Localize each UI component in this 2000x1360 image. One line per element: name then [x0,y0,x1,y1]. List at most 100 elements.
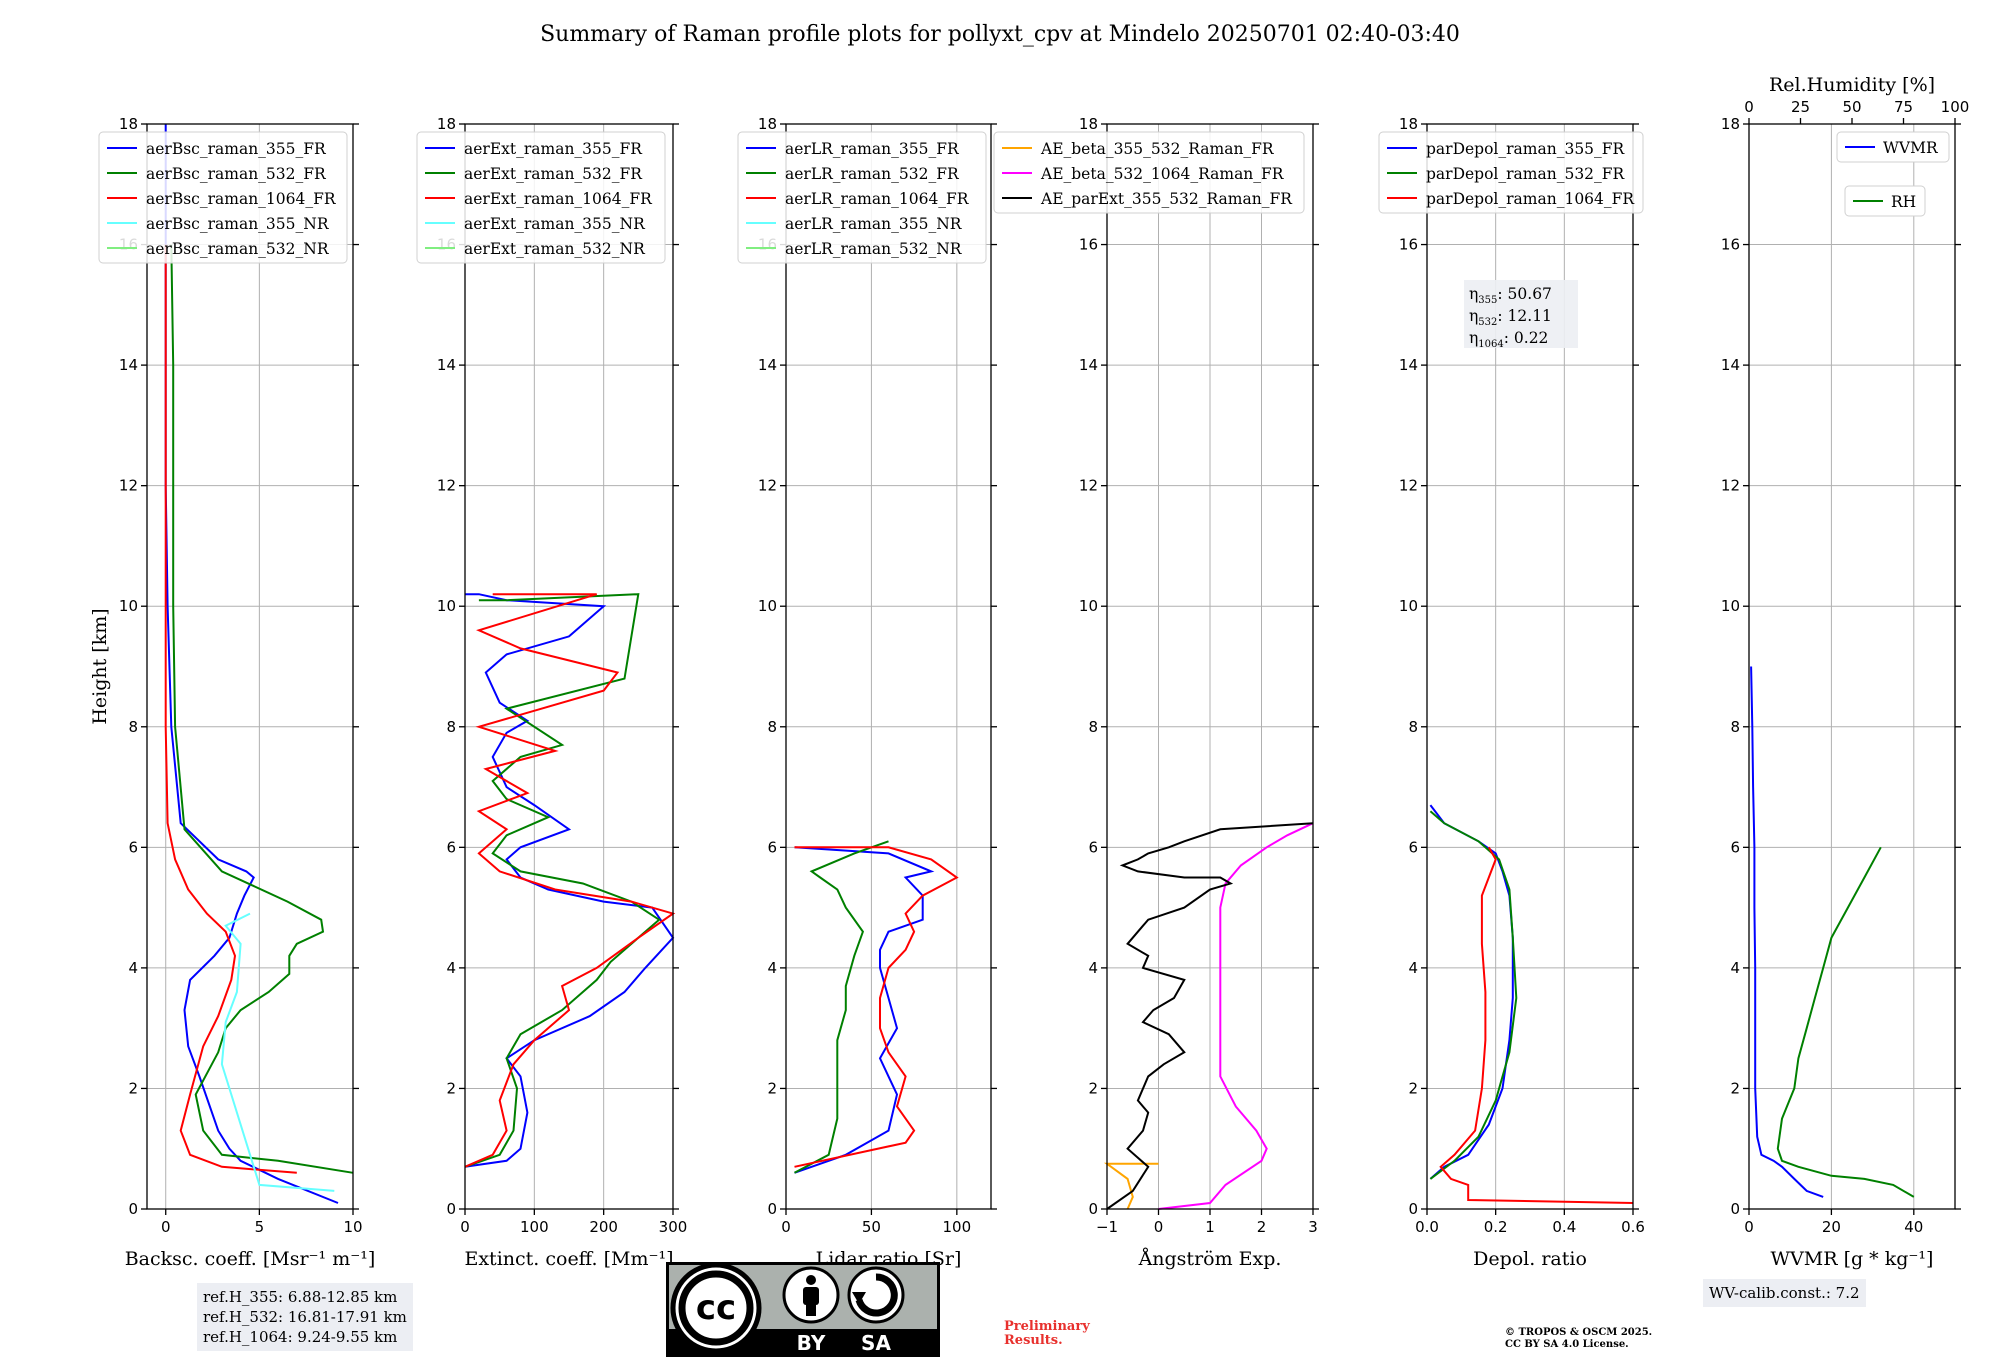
legend-entry: AE_beta_532_1064_Raman_FR [1040,165,1285,183]
y-tick-label: 0 [767,1200,777,1218]
legend-entry: WVMR [1883,139,1939,157]
grid [785,123,991,1210]
series-group [1103,822,1314,1210]
y-tick-label: 2 [1730,1079,1740,1097]
y-tick-label: 14 [1399,356,1418,374]
y-tick-label: 8 [1408,718,1418,736]
series-group [464,593,676,1168]
y-tick-label: 12 [758,477,777,495]
eta-532: η532: 12.11 [1469,307,1552,328]
y-tick-label: 18 [1399,115,1418,133]
panel-backscatter: 0510024681012141618Backsc. coeff. [Msr⁻¹… [98,115,376,1270]
y-tick-label: 4 [128,959,138,977]
x-tick-label: 0 [1154,1218,1164,1236]
panel-depol: 0.0 0.2 0.4 0.6 0 2 4 6 8 10 12 14 16 18 Depol. ratio p… [1378,115,1645,1270]
series-line-aerLR_raman_355_FR [794,846,935,1174]
preliminary-line-1: Preliminary [1004,1319,1090,1334]
y-tick-label: 4 [446,959,456,977]
top-tick-label: 0 [1744,98,1754,116]
y-tick-label: 10 [1721,597,1740,615]
y-tick-label: 18 [758,115,777,133]
x-tick-label: 2 [1257,1218,1267,1236]
y-tick-label: 2 [1088,1079,1098,1097]
y-axis-label: Height [km] [89,608,111,724]
legend-entry: parDepol_raman_1064_FR [1426,190,1635,208]
y-tick-label: 4 [1088,959,1098,977]
panel-extinction: 0100200300024681012141618Extinct. coeff.… [416,115,688,1270]
y-tick-label: 14 [1721,356,1740,374]
legend-entry: parDepol_raman_355_FR [1426,140,1626,158]
ref-height-355: ref.H_355: 6.88-12.85 km [203,1288,398,1306]
x-tick-label: 0.0 [1415,1218,1439,1236]
y-tick-label: 14 [758,356,777,374]
series-group [1750,666,1915,1198]
series-line-WVMR [1750,666,1824,1198]
y-tick-label: 2 [767,1079,777,1097]
panel-wv: 0 20 40 0 2 4 6 8 10 12 14 16 18 WVMR [g * kg⁻¹] 0 25 50… [1721,74,1969,1270]
y-tick-label: 16 [1079,236,1098,254]
eta-1064: η1064: 0.22 [1469,329,1548,350]
y-tick-label: 12 [437,477,456,495]
y-tick-label: 8 [446,718,456,736]
y-tick-label: 14 [119,356,138,374]
legend: aerLR_raman_355_FR aerLR_raman_532_FR aerL… [737,131,987,264]
x-tick-label: 20 [1822,1218,1841,1236]
y-tick-label: 0 [1730,1200,1740,1218]
legend-entry: aerBsc_raman_1064_FR [146,190,337,208]
y-tick-label: 2 [128,1079,138,1097]
legend-box [98,131,348,264]
legend-entry: aerLR_raman_1064_FR [785,190,970,208]
legend: parDepol_raman_355_FR parDepol_raman_532_… [1378,131,1644,214]
top-tick-label: 50 [1842,98,1861,116]
ref-height-note: ref.H_355: 6.88-12.85 km ref.H_532: 16.8… [197,1283,413,1351]
x-tick-label: 0 [161,1218,171,1236]
y-tick-label: 18 [119,115,138,133]
series-line-aerBsc_raman_532_FR [170,244,354,1174]
y-tick-label: 6 [1730,838,1740,856]
y-tick-label: 4 [767,959,777,977]
series-line-aerExt_raman_532_FR [464,593,661,1168]
legend-entry: aerBsc_raman_355_NR [146,215,330,233]
y-tick-label: 10 [437,597,456,615]
x-tick-label: 40 [1904,1218,1923,1236]
legend-box [416,131,666,264]
x-axis-label: Ångström Exp. [1138,1248,1282,1270]
x-tick-label: 10 [343,1218,362,1236]
legend: aerBsc_raman_355_FR aerBsc_raman_532_FRae… [98,131,348,264]
legend-entry: aerBsc_raman_532_NR [146,240,330,258]
x-tick-label: 0.4 [1552,1218,1576,1236]
x-tick-label: 300 [659,1218,688,1236]
legend-box [1836,131,1950,163]
x-tick-label: 50 [862,1218,881,1236]
y-tick-label: 14 [1079,356,1098,374]
series-line-aerExt_raman_1064_FR [464,593,676,1168]
x-axis-label: Depol. ratio [1473,1248,1587,1270]
y-tick-label: 0 [128,1200,138,1218]
y-tick-label: 16 [1399,236,1418,254]
legend-entry: RH [1891,193,1916,211]
legend-entry: aerExt_raman_355_FR [464,140,643,158]
y-tick-label: 0 [1408,1200,1418,1218]
legend: WVMR RH [1836,131,1950,217]
axes-frame [146,123,354,1210]
copyright-line-2: CC BY SA 4.0 License. [1505,1339,1629,1350]
legend-entry: aerLR_raman_532_FR [785,165,960,183]
x-tick-label: 100 [943,1218,972,1236]
top-tick-label: 25 [1791,98,1810,116]
copyright-line-1: © TROPOS & OSCM 2025. [1505,1327,1653,1338]
x-axis-label: WVMR [g * kg⁻¹] [1771,1248,1934,1270]
x-axis-label: Backsc. coeff. [Msr⁻¹ m⁻¹] [125,1248,376,1270]
y-tick-label: 10 [1399,597,1418,615]
x-tick-label: 0 [460,1218,470,1236]
legend: aerExt_raman_355_FR aerExt_raman_532_FRae… [416,131,666,264]
series-line-aerBsc_raman_355_NR [220,912,335,1192]
series-line-aerLR_raman_1064_FR [794,846,959,1168]
series-line-AE_beta_532_1064_Raman_FR [1158,822,1314,1210]
legend-entry: aerBsc_raman_532_FR [146,165,327,183]
copyright-note: © TROPOS & OSCM 2025. CC BY SA 4.0 Licen… [1505,1327,1652,1351]
y-tick-label: 12 [1399,477,1418,495]
legend-entry: aerBsc_raman_355_FR [146,140,327,158]
y-tick-label: 12 [119,477,138,495]
